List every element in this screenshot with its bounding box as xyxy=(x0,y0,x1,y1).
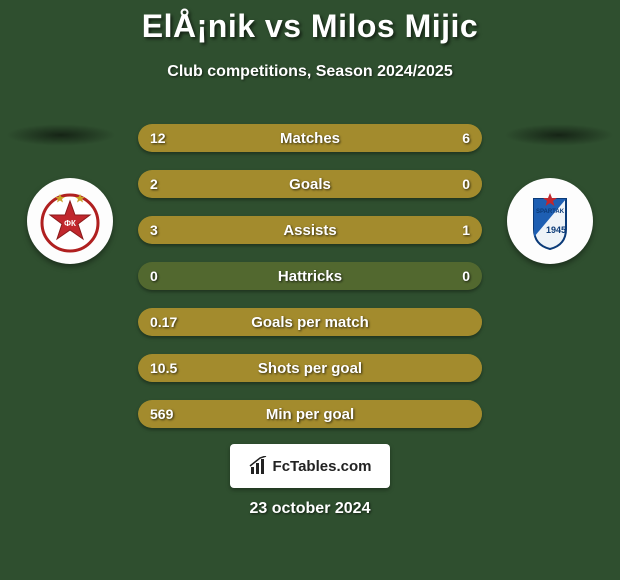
stat-bar-right xyxy=(368,124,482,152)
badge-shadow-right xyxy=(504,124,614,146)
brand-box[interactable]: FcTables.com xyxy=(230,444,390,488)
crvena-zvezda-icon: ФК xyxy=(38,189,102,253)
stat-bar-left xyxy=(138,170,482,198)
spartak-subotica-icon: SPARTAK 1945 xyxy=(518,189,582,253)
stat-row: 31Assists xyxy=(138,216,482,244)
badge-shadow-left xyxy=(6,124,116,146)
svg-text:SPARTAK: SPARTAK xyxy=(536,209,565,215)
stat-row: 569Min per goal xyxy=(138,400,482,428)
stat-bar-right xyxy=(396,216,482,244)
stat-row: 126Matches xyxy=(138,124,482,152)
stat-label: Hattricks xyxy=(138,262,482,290)
stat-row: 0.17Goals per match xyxy=(138,308,482,336)
brand-label: FcTables.com xyxy=(273,458,372,475)
stat-row: 20Goals xyxy=(138,170,482,198)
stat-row: 10.5Shots per goal xyxy=(138,354,482,382)
svg-text:ФК: ФК xyxy=(64,219,76,228)
stat-bar-left xyxy=(138,308,482,336)
team-badge-left: ФК xyxy=(27,178,113,264)
stat-value-right: 0 xyxy=(462,262,470,290)
team-badge-right: SPARTAK 1945 xyxy=(507,178,593,264)
stat-bar-left xyxy=(138,400,482,428)
comparison-bars: 126Matches 20Goals 31Assists 0 0Hattricks 0.1… xyxy=(138,124,482,446)
stat-bar-left xyxy=(138,124,368,152)
svg-text:1945: 1945 xyxy=(546,225,566,235)
page-title: ElÅ¡nik vs Milos Mijic xyxy=(0,0,620,45)
stat-row: 0 0Hattricks xyxy=(138,262,482,290)
brand-chart-icon xyxy=(249,456,269,476)
footer-date: 23 october 2024 xyxy=(0,500,620,518)
stat-bar-left xyxy=(138,354,482,382)
stat-bar-left xyxy=(138,216,396,244)
page-subtitle: Club competitions, Season 2024/2025 xyxy=(0,63,620,81)
stat-value-left: 0 xyxy=(150,262,158,290)
